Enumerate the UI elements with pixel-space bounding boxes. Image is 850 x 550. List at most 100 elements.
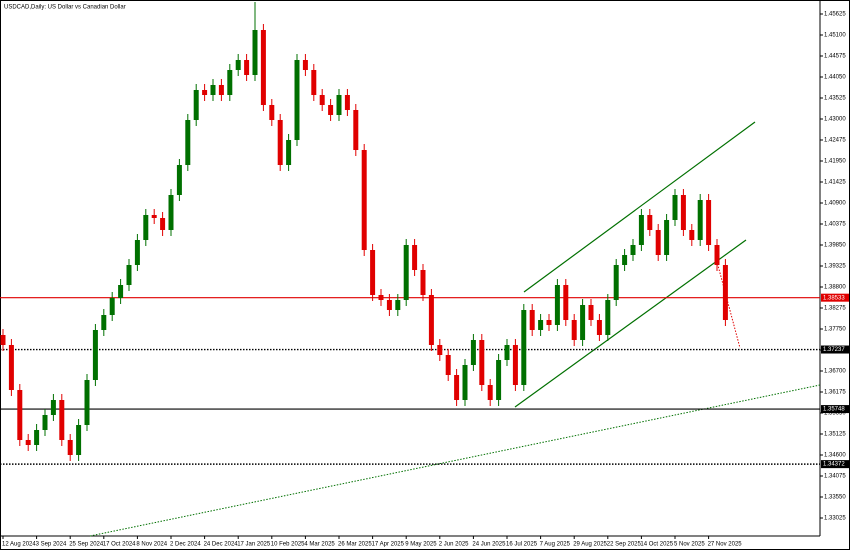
candle-body	[647, 215, 653, 230]
candle-body	[8, 345, 14, 390]
candle-body	[67, 440, 73, 455]
y-tick-label: 1.45625	[824, 12, 846, 18]
x-tick-label: 29 Aug 2025	[573, 542, 607, 548]
y-tick-label: 1.41425	[824, 180, 846, 186]
candle-body	[302, 60, 308, 70]
candle-body	[319, 95, 325, 105]
candle-body	[244, 60, 250, 75]
candle-body	[344, 95, 350, 110]
x-tick-label: 12 Aug 2024	[2, 542, 36, 548]
candle-body	[386, 300, 392, 310]
candle-body	[294, 60, 300, 140]
x-tick-label: 14 Oct 2025	[640, 542, 673, 548]
candle-body	[235, 60, 241, 70]
y-tick-label: 1.34075	[824, 474, 846, 480]
candle-body	[336, 95, 342, 115]
x-tick-label: 2 Jun 2025	[439, 542, 469, 548]
x-tick-label: 3 Sep 2024	[36, 542, 67, 548]
y-tick-label: 1.41950	[824, 159, 846, 165]
candle-body	[17, 390, 23, 440]
channel-upper	[523, 121, 756, 293]
y-tick-label: 1.43525	[824, 96, 846, 102]
candle-body	[378, 295, 384, 300]
candle-body	[109, 298, 115, 315]
candle-body	[403, 245, 409, 300]
candle-body	[168, 195, 174, 230]
candle-body	[395, 300, 401, 310]
x-tick-label: 27 Nov 2025	[708, 542, 743, 548]
y-tick-label: 1.39325	[824, 264, 846, 270]
x-tick-label: 22 Sep 2025	[607, 542, 642, 548]
candle-body	[638, 215, 644, 245]
candle-body	[479, 340, 485, 385]
candle-body	[50, 400, 56, 415]
candle-body	[580, 305, 586, 340]
y-tick-label: 1.37750	[824, 327, 846, 333]
candle-body	[714, 245, 720, 265]
y-tick-label: 1.44050	[824, 75, 846, 81]
candle-body	[613, 265, 619, 300]
x-tick-label: 24 Jun 2025	[472, 542, 506, 548]
candle-body	[706, 200, 712, 245]
candle-body	[529, 310, 535, 330]
candle-body	[546, 320, 552, 325]
candle-body	[512, 345, 518, 385]
candle-body	[84, 380, 90, 425]
candle-body	[286, 140, 292, 165]
candle-body	[630, 245, 636, 255]
x-tick-label: 16 Jul 2025	[506, 542, 538, 548]
candle-body	[428, 295, 434, 345]
candle-body	[101, 315, 107, 330]
candle-body	[370, 250, 376, 295]
candle-body	[680, 195, 686, 230]
x-tick-label: 24 Dec 2024	[204, 542, 239, 548]
x-tick-label: 17 Apr 2025	[372, 542, 405, 548]
candle-body	[176, 165, 182, 195]
candle-body	[193, 90, 199, 120]
level-label-box	[821, 293, 849, 302]
x-tick-label: 8 Nov 2024	[136, 542, 167, 548]
candle-body	[454, 375, 460, 400]
candle-body	[134, 240, 140, 265]
long-trendline	[89, 384, 821, 537]
x-tick-label: 25 Sep 2024	[69, 542, 104, 548]
candle-body	[361, 150, 367, 250]
y-tick-label: 1.35650	[824, 411, 846, 417]
y-tick-label: 1.42475	[824, 138, 846, 144]
candle-body	[92, 330, 98, 380]
candle-body	[412, 245, 418, 270]
candle-body	[722, 265, 728, 320]
candle-body	[25, 440, 31, 445]
y-tick-label: 1.33025	[824, 516, 846, 522]
candle-body	[420, 270, 426, 295]
candle-body	[571, 320, 577, 340]
candle-body	[697, 200, 703, 240]
candle-body	[538, 320, 544, 330]
candle-body	[76, 425, 82, 455]
x-tick-label: 2 Dec 2024	[170, 542, 201, 548]
y-tick-label: 1.40900	[824, 201, 846, 207]
candle-body	[59, 400, 65, 440]
candle-body	[151, 215, 157, 218]
candle-body	[588, 305, 594, 320]
candle-body	[42, 415, 48, 430]
candle-body	[218, 85, 224, 95]
y-tick-label: 1.43000	[824, 117, 846, 123]
candle-body	[622, 255, 628, 265]
candle-body	[605, 300, 611, 335]
candle-body	[596, 320, 602, 335]
x-tick-label: 17 Oct 2024	[103, 542, 136, 548]
candle-body	[260, 30, 266, 105]
x-tick-label: 17 Jan 2025	[237, 542, 271, 548]
candle-body	[664, 220, 670, 255]
candle-body	[227, 70, 233, 95]
candle-body	[118, 285, 124, 298]
candle-body	[126, 265, 132, 285]
level-label: 1.37237	[823, 347, 845, 353]
candle-body	[470, 340, 476, 365]
projection-line	[715, 257, 741, 349]
candle-body	[269, 105, 275, 120]
y-tick-label: 1.45100	[824, 33, 846, 39]
candle-body	[143, 215, 149, 240]
